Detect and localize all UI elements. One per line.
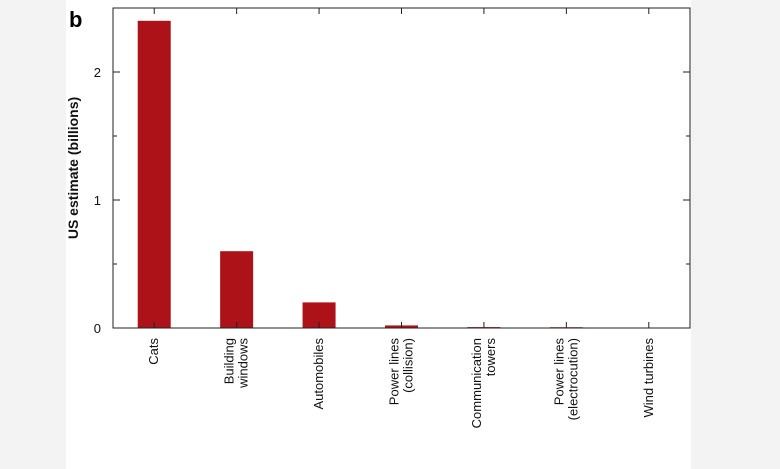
category-label-line: Cats <box>146 338 161 365</box>
category-label-line: Power lines <box>551 338 566 406</box>
y-tick-label-1: 1 <box>94 193 101 208</box>
category-label-line: (collision) <box>401 338 416 393</box>
category-label-line: windows <box>236 338 251 389</box>
y-tick-label-2: 2 <box>94 65 101 80</box>
bar-0 <box>137 20 171 329</box>
ticks <box>113 7 690 329</box>
y-tick-labels: 0 1 2 <box>94 65 101 336</box>
category-label-line: Communication <box>469 338 484 428</box>
bar-1 <box>220 251 254 328</box>
category-label-line: towers <box>483 338 498 377</box>
category-label-4: Communication towers <box>469 338 498 429</box>
bar-chart: b US estimate (billions) 0 1 2 Cats Buildin… <box>66 7 691 429</box>
category-label-line: Power lines <box>387 338 402 406</box>
plot-frame <box>112 7 691 329</box>
y-axis-label: US estimate (billions) <box>66 97 81 239</box>
category-label-1: Building windows <box>222 338 251 389</box>
y-tick-label-0: 0 <box>94 321 101 336</box>
category-label-line: Building <box>222 338 237 384</box>
category-labels: Cats Building windows Automobiles Power line… <box>146 338 656 429</box>
category-label-2: Automobiles <box>311 338 326 410</box>
category-label-3: Power lines (collision) <box>387 338 416 406</box>
category-label-line: (electrocution) <box>565 338 580 420</box>
category-label-5: Power lines (electrocution) <box>551 338 580 421</box>
category-label-line: Wind turbines <box>641 338 656 418</box>
category-label-line: Automobiles <box>311 338 326 410</box>
category-label-6: Wind turbines <box>641 338 656 418</box>
panel-letter: b <box>69 7 82 32</box>
chart-panel: b US estimate (billions) 0 1 2 Cats Buildin… <box>66 0 691 469</box>
bars <box>137 20 666 329</box>
category-label-0: Cats <box>146 338 161 365</box>
